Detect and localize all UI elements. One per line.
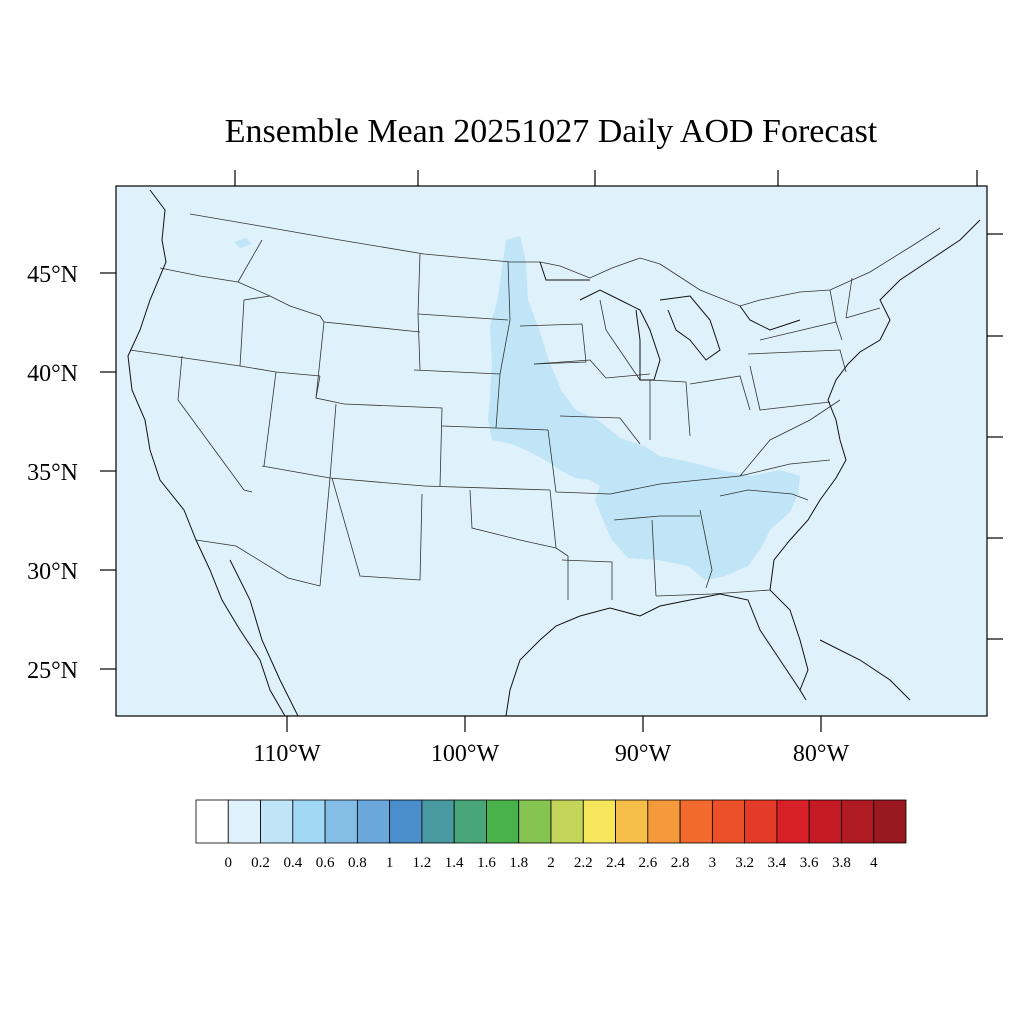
map-title: Ensemble Mean 20251027 Daily AOD Forecas… bbox=[225, 113, 878, 150]
colorbar-swatch bbox=[389, 799, 423, 844]
colorbar-tick-label: 0.4 bbox=[283, 855, 302, 871]
colorbar-swatch bbox=[227, 799, 261, 844]
colorbar-swatch bbox=[808, 799, 842, 844]
aod-plume-central bbox=[488, 236, 800, 580]
colorbar-swatch bbox=[260, 799, 294, 844]
colorbar-swatch bbox=[324, 799, 358, 844]
colorbar-tick-label: 2.2 bbox=[574, 855, 593, 871]
colorbar-tick-label: 1.2 bbox=[413, 855, 432, 871]
colorbar-swatch bbox=[292, 799, 326, 844]
colorbar-swatch bbox=[711, 799, 746, 844]
colorbar-swatch bbox=[873, 799, 907, 844]
aod-colorbar: 0 0.2 0.4 0.6 0.8 1 1.2 1.4 1.6 1.8 2 2.2 2.4 2.6 2.8 3… bbox=[195, 799, 907, 871]
colorbar-tick-label: 2 bbox=[547, 855, 555, 871]
lon-label-110w: 110°W bbox=[253, 741, 321, 767]
aod-plume-west-spot bbox=[234, 238, 252, 248]
colorbar-tick-label: 2.6 bbox=[638, 855, 657, 871]
lat-label-45n: 45°N bbox=[27, 262, 78, 288]
map-panel: 45°N 40°N 35°N 30°N 25°N 110°W 100°W 90°… bbox=[27, 170, 1003, 767]
map-frame bbox=[115, 185, 988, 717]
axis-ticks bbox=[100, 170, 1003, 732]
colorbar-swatch bbox=[356, 799, 391, 844]
colorbar-tick-label: 2.8 bbox=[671, 855, 690, 871]
colorbar-tick-label: 1.6 bbox=[477, 855, 496, 871]
colorbar-tick-label: 3 bbox=[709, 855, 717, 871]
colorbar-tick-label: 3.6 bbox=[800, 855, 819, 871]
colorbar-swatch bbox=[744, 799, 778, 844]
colorbar-tick-label: 1.8 bbox=[509, 855, 528, 871]
colorbar-swatch bbox=[647, 799, 681, 844]
colorbar-tick-label: 0.6 bbox=[316, 855, 335, 871]
colorbar-tick-label: 3.4 bbox=[768, 855, 787, 871]
colorbar-swatch bbox=[615, 799, 649, 844]
colorbar-tick-label: 3.8 bbox=[832, 855, 851, 871]
lat-label-25n: 25°N bbox=[27, 658, 78, 684]
colorbar-swatch bbox=[679, 799, 713, 844]
colorbar-tick-label: 4 bbox=[870, 855, 878, 871]
colorbar-swatch bbox=[453, 799, 487, 844]
lat-label-40n: 40°N bbox=[27, 361, 78, 387]
colorbar-swatch bbox=[776, 799, 810, 844]
colorbar-swatch bbox=[841, 799, 875, 844]
colorbar-tick-label: 1.4 bbox=[445, 855, 464, 871]
lat-label-35n: 35°N bbox=[27, 460, 78, 486]
colorbar-tick-label: 0 bbox=[225, 855, 233, 871]
colorbar-swatch bbox=[582, 799, 616, 844]
colorbar-tick-label: 0.2 bbox=[251, 855, 270, 871]
lon-label-100w: 100°W bbox=[431, 741, 500, 767]
colorbar-tick-label: 0.8 bbox=[348, 855, 367, 871]
colorbar-swatch bbox=[195, 799, 229, 844]
colorbar-swatch bbox=[518, 799, 552, 844]
colorbar-swatch bbox=[550, 799, 584, 844]
coastlines bbox=[127, 189, 981, 716]
colorbar-tick-label: 2.4 bbox=[606, 855, 625, 871]
colorbar-swatch bbox=[486, 799, 520, 844]
lat-label-30n: 30°N bbox=[27, 559, 78, 585]
colorbar-tick-label: 1 bbox=[386, 855, 394, 871]
colorbar-tick-label: 3.2 bbox=[735, 855, 754, 871]
lon-label-90w: 90°W bbox=[615, 741, 672, 767]
lon-label-80w: 80°W bbox=[793, 741, 850, 767]
colorbar-swatch bbox=[421, 799, 455, 844]
